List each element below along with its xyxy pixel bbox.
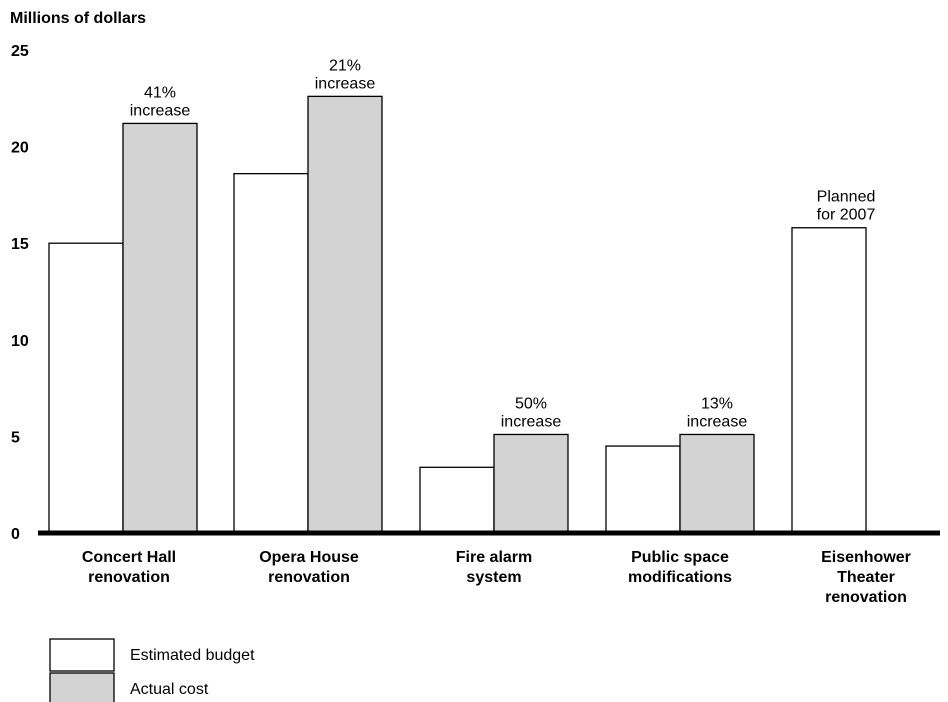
category-label: Theater xyxy=(837,569,895,586)
annotation-label: for 2007 xyxy=(817,207,876,224)
bar-actual-cost xyxy=(493,433,569,534)
y-tick-label: 25 xyxy=(11,43,29,60)
legend-label: Estimated budget xyxy=(130,647,255,664)
bar-actual-cost xyxy=(307,95,383,534)
annotation-label: 50% xyxy=(515,395,547,412)
y-tick-label: 5 xyxy=(11,429,20,446)
annotation-label: 21% xyxy=(329,57,361,74)
bar-actual-cost xyxy=(679,433,755,534)
bars xyxy=(48,95,867,534)
category-label: renovation xyxy=(88,569,170,586)
category-label: system xyxy=(466,569,521,586)
bar-actual-cost xyxy=(122,122,198,534)
legend: Estimated budget Actual cost xyxy=(49,638,255,702)
bar-estimated-budget xyxy=(233,172,309,534)
y-axis-ticks: 0 5 10 15 20 25 xyxy=(11,43,29,543)
y-axis-unit-label: Millions of dollars xyxy=(10,10,146,27)
annotation-label: 13% xyxy=(701,395,733,412)
y-tick-label: 10 xyxy=(11,333,29,350)
y-tick-label: 20 xyxy=(11,140,29,157)
category-label: Concert Hall xyxy=(82,549,176,566)
legend-label: Actual cost xyxy=(130,681,209,698)
legend-swatch-estimated-budget xyxy=(49,638,115,672)
y-tick-label: 0 xyxy=(11,526,20,543)
annotations: 41%increase21%increase50%increase13%incr… xyxy=(130,57,876,430)
annotation-label: increase xyxy=(315,75,376,92)
category-label: Fire alarm xyxy=(456,549,532,566)
annotation-label: increase xyxy=(501,413,562,430)
bar-estimated-budget xyxy=(419,466,495,534)
annotation-label: increase xyxy=(130,102,191,119)
category-label: renovation xyxy=(825,589,907,606)
annotation-label: Planned xyxy=(817,189,876,206)
y-tick-label: 15 xyxy=(11,236,29,253)
category-labels: Concert Hall renovation Opera House renovat… xyxy=(82,549,911,606)
category-label: Opera House xyxy=(259,549,359,566)
category-label: modifications xyxy=(628,569,732,586)
legend-swatch-actual-cost xyxy=(49,672,115,702)
bar-estimated-budget xyxy=(791,227,867,534)
bar-estimated-budget xyxy=(605,445,681,534)
category-label: renovation xyxy=(268,569,350,586)
annotation-label: 41% xyxy=(144,84,176,101)
category-label: Public space xyxy=(631,549,729,566)
bar-estimated-budget xyxy=(48,242,124,534)
annotation-label: increase xyxy=(687,413,748,430)
category-label: Eisenhower xyxy=(821,549,911,566)
